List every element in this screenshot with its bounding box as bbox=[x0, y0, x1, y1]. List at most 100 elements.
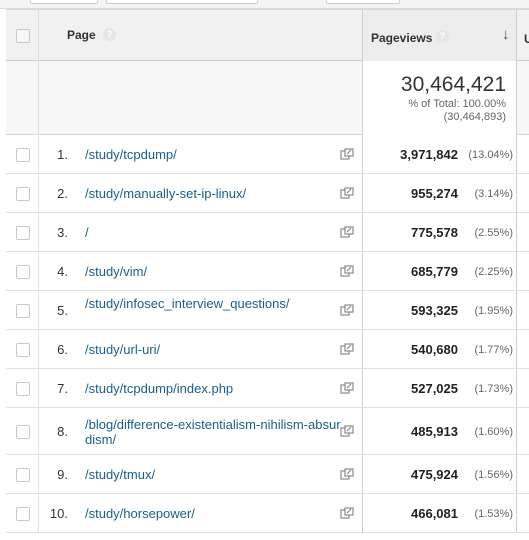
row-index: 8. bbox=[57, 424, 68, 439]
row-checkbox[interactable] bbox=[16, 468, 30, 482]
pageviews-cell: 593,325 (1.95%) bbox=[362, 291, 517, 329]
row-index: 3. bbox=[57, 225, 68, 240]
page-path-link[interactable]: /blog/difference-existentialism-nihilism… bbox=[85, 417, 341, 447]
page-path-link[interactable]: /study/tcpdump/index.php bbox=[85, 381, 234, 396]
page-path-link[interactable]: / bbox=[85, 225, 89, 240]
external-link-icon[interactable] bbox=[340, 382, 354, 394]
row-index: 2. bbox=[57, 186, 68, 201]
pageviews-cell: 527,025 (1.73%) bbox=[362, 369, 517, 407]
pageviews-percent: (1.77%) bbox=[474, 344, 513, 356]
table-row: 3. / 775,578 (2.55%) bbox=[6, 213, 529, 252]
pageviews-column-header[interactable]: Pageviews ? ↓ bbox=[362, 10, 517, 62]
external-link-icon[interactable] bbox=[340, 343, 354, 355]
pageviews-percent: (1.53%) bbox=[474, 508, 513, 520]
column-divider bbox=[38, 252, 39, 290]
pageviews-percent: (3.14%) bbox=[474, 188, 513, 200]
page-column-header[interactable]: Page bbox=[67, 28, 96, 42]
toolbar-control[interactable] bbox=[30, 0, 98, 4]
row-checkbox[interactable] bbox=[16, 265, 30, 279]
pageviews-value: 685,779 bbox=[411, 264, 458, 279]
column-divider bbox=[38, 10, 39, 62]
totals-row: 30,464,421 % of Total: 100.00% (30,464,8… bbox=[6, 61, 529, 135]
select-all-checkbox[interactable] bbox=[16, 29, 30, 43]
pageviews-value: 3,971,842 bbox=[400, 147, 458, 162]
row-checkbox[interactable] bbox=[16, 187, 30, 201]
external-link-icon[interactable] bbox=[340, 148, 354, 160]
pageviews-value: 466,081 bbox=[411, 506, 458, 521]
totals-pageviews-cell: 30,464,421 % of Total: 100.00% (30,464,8… bbox=[362, 61, 517, 135]
row-checkbox[interactable] bbox=[16, 226, 30, 240]
column-divider bbox=[38, 291, 39, 329]
table-row: 2. /study/manually-set-ip-linux/955,274 (3… bbox=[6, 174, 529, 213]
pageviews-cell: 485,913 (1.60%) bbox=[362, 408, 517, 454]
pageviews-value: 527,025 bbox=[411, 381, 458, 396]
pageviews-percent: (2.25%) bbox=[474, 266, 513, 278]
row-index: 9. bbox=[57, 467, 68, 482]
pageviews-value: 475,924 bbox=[411, 467, 458, 482]
pageviews-value: 485,913 bbox=[411, 424, 458, 439]
sort-descending-icon[interactable]: ↓ bbox=[502, 26, 510, 43]
table-row: 10. /study/horsepower/466,081 (1.53%) bbox=[6, 494, 529, 533]
total-pageviews: 30,464,421 bbox=[400, 73, 506, 96]
external-link-icon[interactable] bbox=[340, 304, 354, 316]
column-divider bbox=[38, 369, 39, 407]
column-divider bbox=[38, 494, 39, 532]
row-index: 7. bbox=[57, 381, 68, 396]
pageviews-cell: 475,924 (1.56%) bbox=[362, 455, 517, 493]
row-index: 4. bbox=[57, 264, 68, 279]
row-checkbox[interactable] bbox=[16, 148, 30, 162]
column-divider bbox=[38, 408, 39, 454]
row-checkbox[interactable] bbox=[16, 507, 30, 521]
pageviews-cell: 466,081 (1.53%) bbox=[362, 494, 517, 532]
row-checkbox[interactable] bbox=[16, 304, 30, 318]
table-row: 9. /study/tmux/475,924 (1.56%) bbox=[6, 455, 529, 494]
pageviews-percent: (1.73%) bbox=[474, 383, 513, 395]
pageviews-value: 540,680 bbox=[411, 342, 458, 357]
table-row: 1. /study/tcpdump/3,971,842 (13.04%) bbox=[6, 135, 529, 174]
total-raw: (30,464,893) bbox=[443, 111, 506, 123]
pageviews-cell: 540,680 (1.77%) bbox=[362, 330, 517, 368]
top-toolbar-strip bbox=[0, 0, 529, 9]
row-index: 6. bbox=[57, 342, 68, 357]
external-link-icon[interactable] bbox=[340, 507, 354, 519]
page-path-link[interactable]: /study/horsepower/ bbox=[85, 506, 195, 521]
external-link-icon[interactable] bbox=[340, 226, 354, 238]
page-path-link[interactable]: /study/tmux/ bbox=[85, 467, 156, 482]
pageviews-cell: 685,779 (2.25%) bbox=[362, 252, 517, 290]
page-path-link[interactable]: /study/tcpdump/ bbox=[85, 147, 177, 162]
row-checkbox[interactable] bbox=[16, 382, 30, 396]
help-icon[interactable]: ? bbox=[436, 30, 449, 43]
row-index: 1. bbox=[57, 147, 68, 162]
external-link-icon[interactable] bbox=[340, 187, 354, 199]
help-icon[interactable]: ? bbox=[103, 28, 116, 41]
toolbar-control[interactable] bbox=[106, 0, 258, 4]
external-link-icon[interactable] bbox=[340, 468, 354, 480]
pageviews-percent: (13.04%) bbox=[468, 149, 513, 161]
column-divider bbox=[38, 213, 39, 251]
pageviews-percent: (1.95%) bbox=[474, 305, 513, 317]
external-link-icon[interactable] bbox=[340, 265, 354, 277]
page-path-link[interactable]: /study/url-uri/ bbox=[85, 342, 161, 357]
table-row: 6. /study/url-uri/540,680 (1.77%) bbox=[6, 330, 529, 369]
pageviews-cell: 955,274 (3.14%) bbox=[362, 174, 517, 212]
table-row: 4. /study/vim/685,779 (2.25%) bbox=[6, 252, 529, 291]
pageviews-percent: (2.55%) bbox=[474, 227, 513, 239]
table-header: Page ? Pageviews ? ↓ U bbox=[6, 9, 529, 62]
table-row: 5. /study/infosec_interview_questions/593… bbox=[6, 291, 529, 330]
pageviews-value: 593,325 bbox=[411, 303, 458, 318]
row-checkbox[interactable] bbox=[16, 343, 30, 357]
row-index: 10. bbox=[49, 506, 68, 521]
page-path-link[interactable]: /study/infosec_interview_questions/ bbox=[85, 296, 290, 311]
row-checkbox[interactable] bbox=[16, 425, 30, 439]
table-row: 7. /study/tcpdump/index.php 527,025 (1.73%) bbox=[6, 369, 529, 408]
table-row: 8. /blog/difference-existentialism-nihili… bbox=[6, 408, 529, 455]
toolbar-control[interactable] bbox=[326, 0, 400, 4]
column-divider bbox=[38, 330, 39, 368]
column-divider bbox=[38, 174, 39, 212]
next-column-header-clipped[interactable]: U bbox=[524, 32, 529, 46]
page-path-link[interactable]: /study/vim/ bbox=[85, 264, 148, 279]
column-divider bbox=[38, 61, 39, 135]
external-link-icon[interactable] bbox=[340, 425, 354, 437]
pageviews-percent: (1.60%) bbox=[474, 426, 513, 438]
page-path-link[interactable]: /study/manually-set-ip-linux/ bbox=[85, 186, 247, 201]
